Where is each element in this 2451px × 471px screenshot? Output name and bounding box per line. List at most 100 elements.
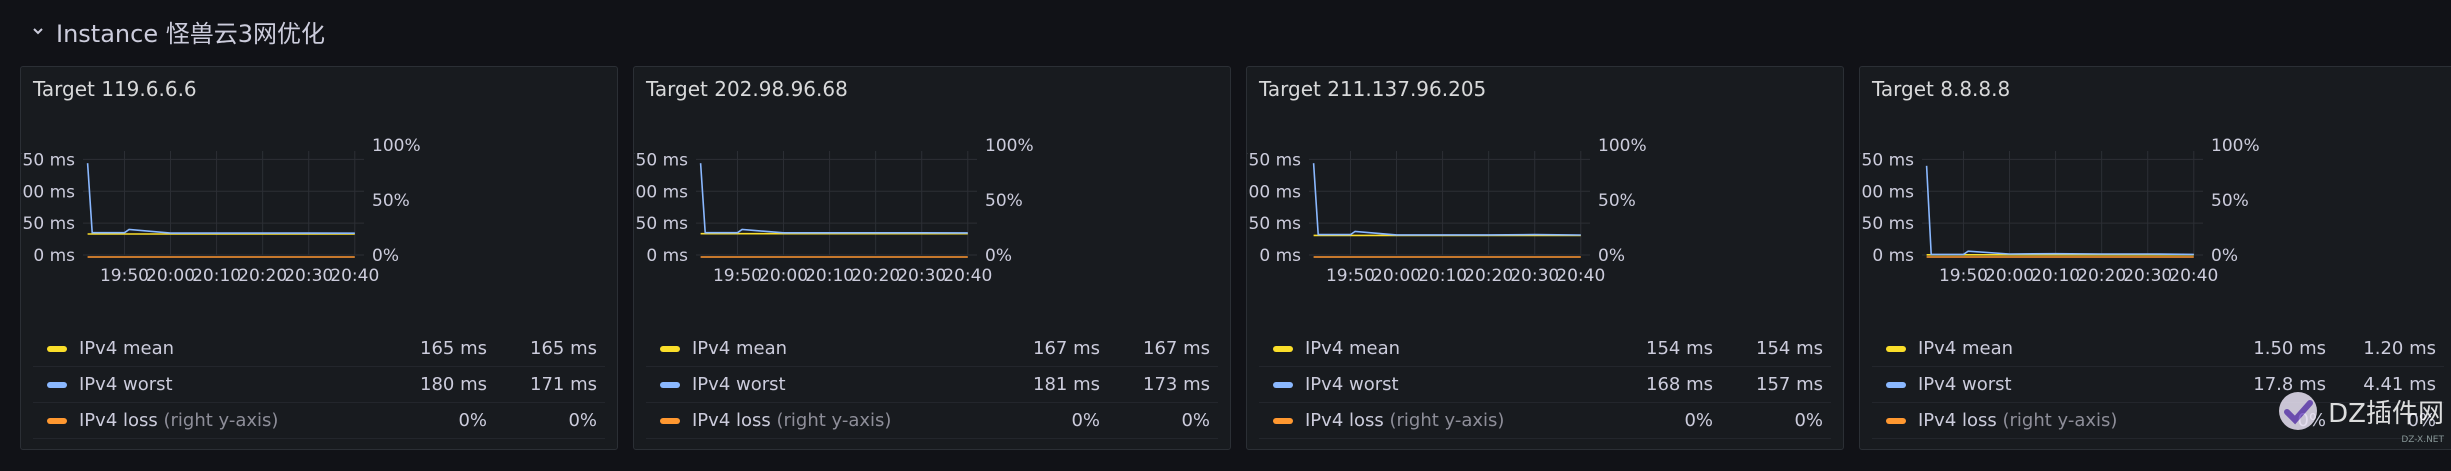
series-line-ipv4-worst [1925,165,2194,256]
panel-2[interactable]: Target 202.98.96.68 750 ms 500 ms 250 ms 0 … [633,66,1231,450]
x-tick-label: 20:40 [943,266,992,286]
legend-item-worst[interactable]: IPv4 worst 168 ms 157 ms [1259,367,1831,403]
legend-item-mean[interactable]: IPv4 mean 165 ms 165 ms [33,331,605,367]
y-tick-label: 750 ms [21,150,75,170]
legend-item-mean[interactable]: IPv4 mean 1.50 ms 1.20 ms [1872,331,2444,367]
watermark-sub: DZ-X.NET [2401,435,2444,445]
legend: IPv4 mean 167 ms 167 ms IPv4 worst 181 m… [646,331,1218,439]
legend-item-loss[interactable]: IPv4 loss (right y-axis) 0% 0% [33,403,605,439]
x-tick-label: 20:20 [2077,266,2126,286]
legend-label: IPv4 worst [692,374,786,395]
legend-label: IPv4 mean [1918,338,2014,359]
x-tick-label: 20:00 [1372,266,1421,286]
row-header[interactable]: Instance 怪兽云3网优化 [0,0,2451,62]
x-tick-label: 20:00 [146,266,195,286]
x-tick-label: 20:30 [284,266,333,286]
legend-label: IPv4 loss (right y-axis) [1305,410,1505,431]
legend-value: 17.8 ms [2253,374,2326,395]
x-tick-label: 20:20 [1464,266,1513,286]
x-tick-label: 20:30 [897,266,946,286]
mean-swatch [660,345,680,352]
legend-label: IPv4 worst [79,374,173,395]
legend-item-worst[interactable]: IPv4 worst 181 ms 173 ms [646,367,1218,403]
legend: IPv4 mean 165 ms 165 ms IPv4 worst 180 m… [33,331,605,439]
y-tick-label: 750 ms [1247,150,1301,170]
x-tick-label: 20:30 [1510,266,1559,286]
legend-value: 165 ms [420,338,487,359]
x-tick-label: 19:50 [713,266,762,286]
x-tick-label: 20:40 [330,266,379,286]
legend-value: 4.41 ms [2363,374,2436,395]
legend-item-mean[interactable]: IPv4 mean 167 ms 167 ms [646,331,1218,367]
panel-title[interactable]: Target 202.98.96.68 [646,77,848,101]
series-line-ipv4-worst [1312,163,1581,236]
y-tick-label: 250 ms [21,214,75,234]
legend-value: 167 ms [1143,338,1210,359]
watermark-text: DZ插件网 [2328,398,2444,429]
x-tick-label: 19:50 [1326,266,1375,286]
legend-value: 167 ms [1033,338,1100,359]
legend-value: 0% [2407,410,2436,431]
panel-4[interactable]: Target 8.8.8.8 750 ms 500 ms 250 ms 0 ms 100… [1859,66,2451,450]
y-tick-label: 0 ms [33,246,75,266]
x-tick-label: 20:40 [1556,266,1605,286]
legend-value: 180 ms [420,374,487,395]
y2-tick-label: 0% [1598,246,1625,266]
panel-3[interactable]: Target 211.137.96.205 750 ms 500 ms 250 ms… [1246,66,1844,450]
legend-label: IPv4 worst [1918,374,2012,395]
mean-swatch [47,345,67,352]
legend-value: 165 ms [530,338,597,359]
mean-swatch [1273,345,1293,352]
panel-title[interactable]: Target 119.6.6.6 [33,77,197,101]
x-tick-label: 20:10 [2031,266,2080,286]
chart-2[interactable]: 750 ms 500 ms 250 ms 0 ms 100% 50% 0% 19:5020:0… [634,127,1232,327]
legend-label: IPv4 worst [1305,374,1399,395]
legend-item-mean[interactable]: IPv4 mean 154 ms 154 ms [1259,331,1831,367]
legend-value: 1.20 ms [2363,338,2436,359]
worst-swatch [1273,381,1293,388]
panel-title[interactable]: Target 211.137.96.205 [1259,77,1487,101]
legend-value: 0% [1071,410,1100,431]
legend-value: 0% [1181,410,1210,431]
x-tick-label: 20:20 [851,266,900,286]
worst-swatch [660,381,680,388]
x-tick-label: 19:50 [100,266,149,286]
legend-item-worst[interactable]: IPv4 worst 180 ms 171 ms [33,367,605,403]
legend-item-loss[interactable]: IPv4 loss (right y-axis) 0% 0% [1259,403,1831,439]
panel-1[interactable]: Target 119.6.6.6 750 ms 500 ms 250 ms 0 ms 1… [20,66,618,450]
x-tick-label: 20:40 [2169,266,2218,286]
worst-swatch [47,381,67,388]
chart-3[interactable]: 750 ms 500 ms 250 ms 0 ms 100% 50% 0% 19:5020:0… [1247,127,1845,327]
chevron-down-icon[interactable] [30,23,46,39]
y-tick-label: 0 ms [1259,246,1301,266]
legend-value: 173 ms [1143,374,1210,395]
series-line-ipv4-worst [699,163,968,234]
legend-value: 154 ms [1646,338,1713,359]
loss-swatch [1273,417,1293,424]
y-tick-label: 750 ms [1860,150,1914,170]
legend-value: 0% [1684,410,1713,431]
legend-value: 181 ms [1033,374,1100,395]
x-tick-label: 20:00 [759,266,808,286]
legend-value: 168 ms [1646,374,1713,395]
legend-item-loss[interactable]: IPv4 loss (right y-axis) 0% 0% [646,403,1218,439]
y-tick-label: 750 ms [634,150,688,170]
chart-4[interactable]: 750 ms 500 ms 250 ms 0 ms 100% 50% 0% 19:5020:0… [1860,127,2451,327]
y2-tick-label: 50% [1598,191,1636,211]
legend-item-worst[interactable]: IPv4 worst 17.8 ms 4.41 ms [1872,367,2444,403]
legend-value: 154 ms [1756,338,1823,359]
x-tick-label: 20:20 [238,266,287,286]
worst-swatch [1886,381,1906,388]
legend: IPv4 mean 154 ms 154 ms IPv4 worst 168 m… [1259,331,1831,439]
legend-value: 171 ms [530,374,597,395]
chart-1[interactable]: 750 ms 500 ms 250 ms 0 ms 100% 50% 0% 19:5020:0… [21,127,619,327]
watermark: DZ插件网 DZ-X.NET [2276,389,2444,445]
y2-tick-label: 50% [2211,191,2249,211]
legend-label: IPv4 mean [692,338,788,359]
row-title: Instance 怪兽云3网优化 [56,19,325,48]
legend-value: 0% [458,410,487,431]
y-tick-label: 0 ms [646,246,688,266]
panel-title[interactable]: Target 8.8.8.8 [1872,77,2011,101]
y2-tick-label: 100% [2211,136,2260,156]
loss-swatch [47,417,67,424]
